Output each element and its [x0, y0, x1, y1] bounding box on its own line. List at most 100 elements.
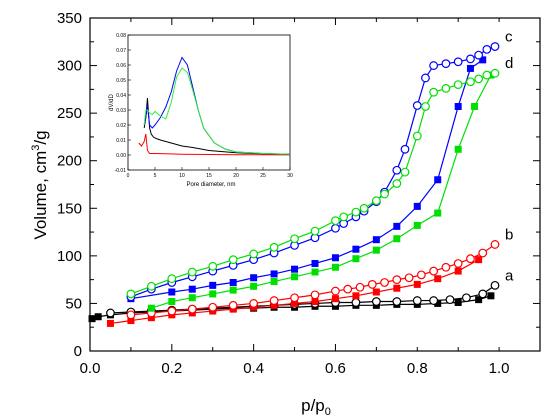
inset-y-tick-label: 0.08 — [116, 33, 126, 39]
series-c-desorption-point — [392, 165, 402, 175]
x-tick-label: 0.2 — [161, 360, 182, 377]
series-b-desorption-point — [269, 296, 279, 305]
series-tag-c: c — [505, 29, 513, 46]
series-b-desorption-point — [380, 278, 389, 287]
series-d-desorption-point — [400, 167, 410, 177]
series-d-desorption-point — [490, 68, 500, 78]
inset-frame — [127, 34, 291, 171]
series-c-adsorption-point — [209, 281, 217, 289]
inset-series-line-3 — [143, 67, 291, 155]
series-b-adsorption-point — [454, 267, 462, 275]
series-c-desorption-point — [421, 73, 430, 83]
y-tick-label: 300 — [57, 58, 82, 75]
series-d-adsorption-point — [393, 235, 401, 243]
series-d-desorption-point — [290, 234, 299, 244]
series-a-desorption-point — [371, 297, 381, 306]
series-b-adsorption-point — [372, 288, 380, 296]
series-a-adsorption-point — [454, 298, 462, 306]
series-d-desorption-point — [359, 203, 369, 213]
series-b-desorption-point — [208, 302, 218, 312]
series-b-desorption-point — [331, 286, 340, 296]
series-a-adsorption-point — [94, 313, 102, 321]
series-c-adsorption-point — [311, 259, 319, 267]
series-tag-d: d — [505, 55, 513, 72]
series-d-adsorption-point — [250, 282, 258, 290]
series-b-desorption-point — [453, 259, 463, 268]
series-c-desorption-point — [441, 59, 451, 69]
x-tick-label: 1.0 — [489, 360, 510, 377]
series-b-adsorption-point — [147, 314, 155, 322]
series-a-desorption-point — [351, 298, 361, 307]
series-b-adsorption-point — [393, 284, 401, 292]
series-c-adsorption-point — [168, 288, 176, 296]
series-d-desorption-point — [453, 80, 463, 89]
y-tick-label: 0 — [74, 343, 82, 360]
series-a-adsorption-point — [88, 315, 96, 323]
series-d-desorption-point — [269, 242, 279, 252]
series-c-desorption-point — [412, 101, 422, 110]
series-b-desorption-point — [343, 284, 353, 294]
series-tag-a: a — [505, 267, 514, 284]
series-b-desorption-point — [310, 290, 320, 300]
y-tick-label: 100 — [57, 248, 82, 265]
x-axis-title: p/p0 — [301, 396, 331, 418]
series-c-desorption-point — [331, 223, 340, 233]
series-b-adsorption-point — [127, 317, 135, 325]
series-b-adsorption-point — [413, 280, 421, 288]
series-a-desorption-point — [461, 293, 471, 303]
y-tick-label: 50 — [65, 295, 82, 312]
series-a-adsorption-point — [475, 296, 483, 304]
series-b-desorption-point — [355, 282, 365, 292]
series-d-desorption-point — [429, 87, 439, 97]
inset-y-tick-label: 0.00 — [116, 153, 126, 159]
series-a-adsorption-point — [434, 299, 442, 307]
inset-y-tick-label: -0.01 — [115, 168, 127, 174]
series-d-desorption-point — [167, 274, 177, 284]
series-d-desorption-point — [412, 131, 422, 141]
x-axis-title-main: p/p — [301, 396, 325, 415]
series-d-desorption-point — [249, 249, 259, 259]
inset-y-axis-title: dV/dD — [109, 94, 115, 111]
inset-x-tick-label: 5 — [154, 173, 157, 179]
series-c-adsorption-point — [229, 278, 237, 286]
inset-x-tick-label: 10 — [179, 173, 185, 179]
series-d-desorption-point — [380, 189, 389, 199]
series-c-adsorption-point — [188, 285, 196, 293]
inset-series-line-0 — [138, 133, 291, 156]
series-c-desorption-point — [474, 50, 484, 60]
series-d-desorption-point — [331, 216, 340, 226]
inset-x-tick-label: 25 — [260, 173, 266, 179]
series-d-adsorption-point — [352, 255, 360, 263]
series-b-desorption-point — [367, 280, 377, 289]
series-d-adsorption-point — [331, 263, 339, 271]
series-b-adsorption-point — [434, 275, 442, 283]
series-b-adsorption-point — [270, 301, 278, 309]
series-b-desorption-point — [429, 266, 439, 276]
series-d-desorption-point — [208, 261, 218, 271]
series-d-adsorption-point — [434, 209, 442, 217]
series-a-desorption-point — [490, 280, 500, 290]
series-b-desorption-point — [290, 293, 299, 303]
series-d-desorption-point — [146, 281, 156, 291]
y-tick-label: 200 — [57, 153, 82, 170]
inset-y-tick-label: 0.06 — [116, 63, 126, 69]
series-d-desorption-point — [441, 84, 451, 93]
y-tick-label: 350 — [57, 10, 82, 27]
series-b-desorption-point — [441, 262, 451, 272]
series-c-adsorption-point — [413, 202, 421, 210]
series-c-desorption-point — [466, 54, 475, 64]
series-d-desorption-point — [371, 196, 381, 206]
series-b-adsorption-point — [331, 295, 339, 303]
series-a-desorption-point — [392, 297, 402, 306]
series-b-desorption-point — [466, 254, 475, 264]
series-b-adsorption-point — [352, 292, 360, 300]
series-c-adsorption-point — [270, 270, 278, 278]
series-c-desorption-point — [490, 42, 500, 51]
x-axis-title-sub: 0 — [325, 406, 331, 418]
series-d-desorption-point — [474, 74, 484, 84]
series-a-desorption-point — [429, 296, 439, 305]
series-b-desorption-point — [126, 310, 136, 320]
series-d-desorption-point — [187, 267, 197, 277]
series-d-desorption-point — [351, 207, 361, 217]
